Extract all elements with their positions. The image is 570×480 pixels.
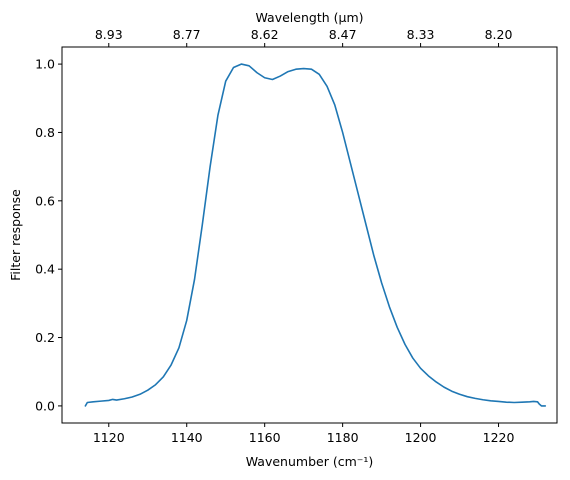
plot-area-frame (61, 46, 558, 424)
top-tick-label: 8.93 (95, 27, 123, 42)
y-tick-label: 0.4 (35, 262, 55, 277)
top-tick-label: 8.47 (329, 27, 357, 42)
y-tick-label: 0.0 (35, 398, 55, 413)
x-tick-label: 1120 (93, 430, 125, 445)
x-tick-label: 1160 (249, 430, 281, 445)
x-tick-label: 1140 (171, 430, 203, 445)
top-axis-title: Wavelength (μm) (255, 10, 363, 25)
filter-response-line (84, 63, 547, 407)
x-tick-label: 1200 (405, 430, 437, 445)
y-axis-title: Filter response (8, 189, 23, 281)
top-tick-label: 8.33 (407, 27, 435, 42)
x-tick-label: 1180 (327, 430, 359, 445)
y-tick-label: 0.2 (35, 330, 55, 345)
x-tick-label: 1220 (483, 430, 515, 445)
top-tick-label: 8.20 (485, 27, 513, 42)
x-axis-title: Wavenumber (cm⁻¹) (246, 454, 373, 469)
y-tick-label: 1.0 (35, 57, 55, 72)
y-tick-label: 0.8 (35, 125, 55, 140)
top-tick-label: 8.77 (173, 27, 201, 42)
y-tick-label: 0.6 (35, 193, 55, 208)
top-tick-label: 8.62 (251, 27, 279, 42)
